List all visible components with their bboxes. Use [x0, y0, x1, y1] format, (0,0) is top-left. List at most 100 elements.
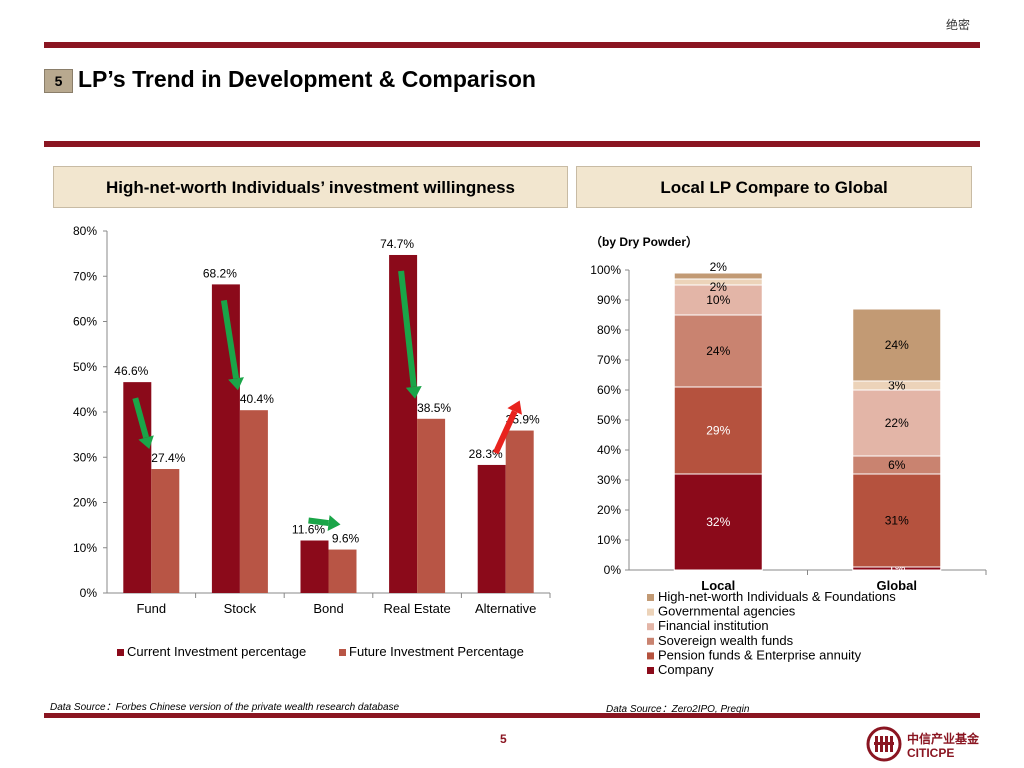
right-data-source: Data Source：Zero2IPO, Preqin [606, 704, 750, 715]
investment-willingness-chart: 0% 10% 20% 30% 40% 50% 60% 70% 80% Fund 46.6% 27.4%… [73, 224, 551, 659]
legend-label: Current Investment percentage [127, 644, 306, 659]
data-label: 68.2% [203, 266, 237, 280]
page-title: LP’s Trend in Development & Comparison [78, 66, 536, 92]
data-label: 27.4% [151, 451, 185, 465]
legend-label: High-net-worth Individuals & Foundations [658, 589, 896, 604]
bar-future [417, 418, 446, 593]
y-tick-label: 0% [604, 563, 622, 577]
segment-label: 32% [706, 515, 730, 529]
legend-swatch [647, 637, 654, 645]
legend-swatch [647, 594, 654, 601]
data-label: 11.6% [292, 523, 325, 537]
stack-segment [673, 386, 763, 475]
y-tick-label: 20% [597, 503, 621, 517]
bar-current [211, 284, 240, 593]
segment-label: 24% [706, 344, 730, 358]
left-data-source: Data Source：Forbes Chinese version of th… [50, 702, 400, 713]
legend-label: Financial institution [658, 618, 769, 633]
legend-label: Pension funds & Enterprise annuity [658, 647, 862, 662]
header-rule [44, 42, 980, 48]
stack-segment [673, 473, 763, 571]
y-tick-label: 50% [73, 360, 97, 374]
bar-current [300, 540, 329, 593]
data-label: 9.6% [332, 532, 360, 546]
y-tick-label: 30% [73, 450, 97, 464]
y-tick-label: 50% [597, 413, 621, 427]
legend-label: Future Investment Percentage [349, 644, 524, 659]
bar-future [239, 410, 268, 593]
segment-label: 6% [888, 458, 906, 472]
legend-swatch [647, 667, 654, 674]
y-tick-label: 70% [597, 353, 621, 367]
y-tick-label: 100% [590, 263, 621, 277]
data-label: 40.4% [240, 392, 274, 406]
chart-subtitle: （by Dry Powder） [590, 234, 698, 249]
stack-segment [673, 314, 763, 388]
segment-label: 10% [706, 293, 730, 307]
data-label: 74.7% [380, 237, 414, 251]
footer-rule [44, 713, 980, 718]
x-tick-label: Real Estate [383, 601, 450, 616]
bar-future [151, 469, 180, 593]
trend-down-arrow [398, 270, 417, 388]
legend-label: Company [658, 662, 714, 677]
stack-segment [852, 473, 942, 568]
legend-label: Sovereign wealth funds [658, 633, 794, 648]
left-panel-title: High-net-worth Individuals’ investment w… [53, 166, 568, 208]
segment-label: 22% [885, 416, 909, 430]
trend-down-arrowhead [405, 385, 422, 399]
segment-label: 29% [706, 424, 730, 438]
right-panel-title: Local LP Compare to Global [576, 166, 972, 208]
legend-swatch [647, 623, 654, 631]
section-number-badge: 5 [44, 69, 73, 93]
stack-segment [673, 284, 763, 316]
logo-cn-text: 中信产业基金 [907, 732, 980, 746]
trend-down-arrow [132, 397, 150, 439]
y-tick-label: 40% [597, 443, 621, 457]
segment-label: 2% [710, 280, 728, 294]
bar-future [328, 549, 357, 593]
page-number: 5 [500, 732, 507, 746]
x-tick-label: Global [877, 578, 917, 593]
data-label: 46.6% [114, 364, 148, 378]
data-label: 38.5% [417, 401, 451, 415]
legend-swatch [117, 649, 124, 656]
x-tick-label: Local [701, 578, 735, 593]
legend-swatch [339, 649, 346, 656]
title-rule [44, 141, 980, 147]
y-tick-label: 0% [80, 586, 98, 600]
y-tick-label: 80% [73, 224, 97, 238]
legend-swatch [647, 608, 654, 616]
y-tick-label: 90% [597, 293, 621, 307]
segment-label: 24% [885, 338, 909, 352]
y-tick-label: 70% [73, 269, 97, 283]
x-tick-label: Stock [224, 601, 257, 616]
legend-swatch [647, 652, 654, 660]
stack-segment [673, 272, 763, 280]
stack-segment [852, 308, 942, 382]
trend-down-arrowhead [228, 377, 244, 391]
segment-label: 31% [885, 514, 909, 528]
y-tick-label: 60% [597, 383, 621, 397]
segment-label: 2% [710, 260, 728, 274]
trend-up-arrowhead [507, 400, 522, 415]
trend-down-arrow [308, 517, 329, 527]
classification-label: 绝密 [945, 18, 970, 32]
bar-current [477, 464, 506, 593]
trend-down-arrow [220, 299, 240, 379]
trend-down-arrowhead [327, 515, 341, 531]
trend-up-arrow [492, 410, 518, 455]
logo-en-text: CITICPE [907, 746, 955, 760]
bar-current [123, 382, 152, 593]
segment-label: 3% [888, 379, 906, 393]
y-tick-label: 80% [597, 323, 621, 337]
y-tick-label: 20% [73, 496, 97, 510]
lp-composition-chart: （by Dry Powder） 0% 10% 20% 30% 40% 50% 60% 70% 80… [590, 234, 987, 677]
x-tick-label: Fund [136, 601, 166, 616]
y-tick-label: 60% [73, 315, 97, 329]
citicpe-logo-icon [866, 726, 902, 762]
x-tick-label: Bond [313, 601, 343, 616]
y-tick-label: 30% [597, 473, 621, 487]
y-tick-label: 40% [73, 405, 97, 419]
trend-down-arrowhead [138, 435, 154, 450]
